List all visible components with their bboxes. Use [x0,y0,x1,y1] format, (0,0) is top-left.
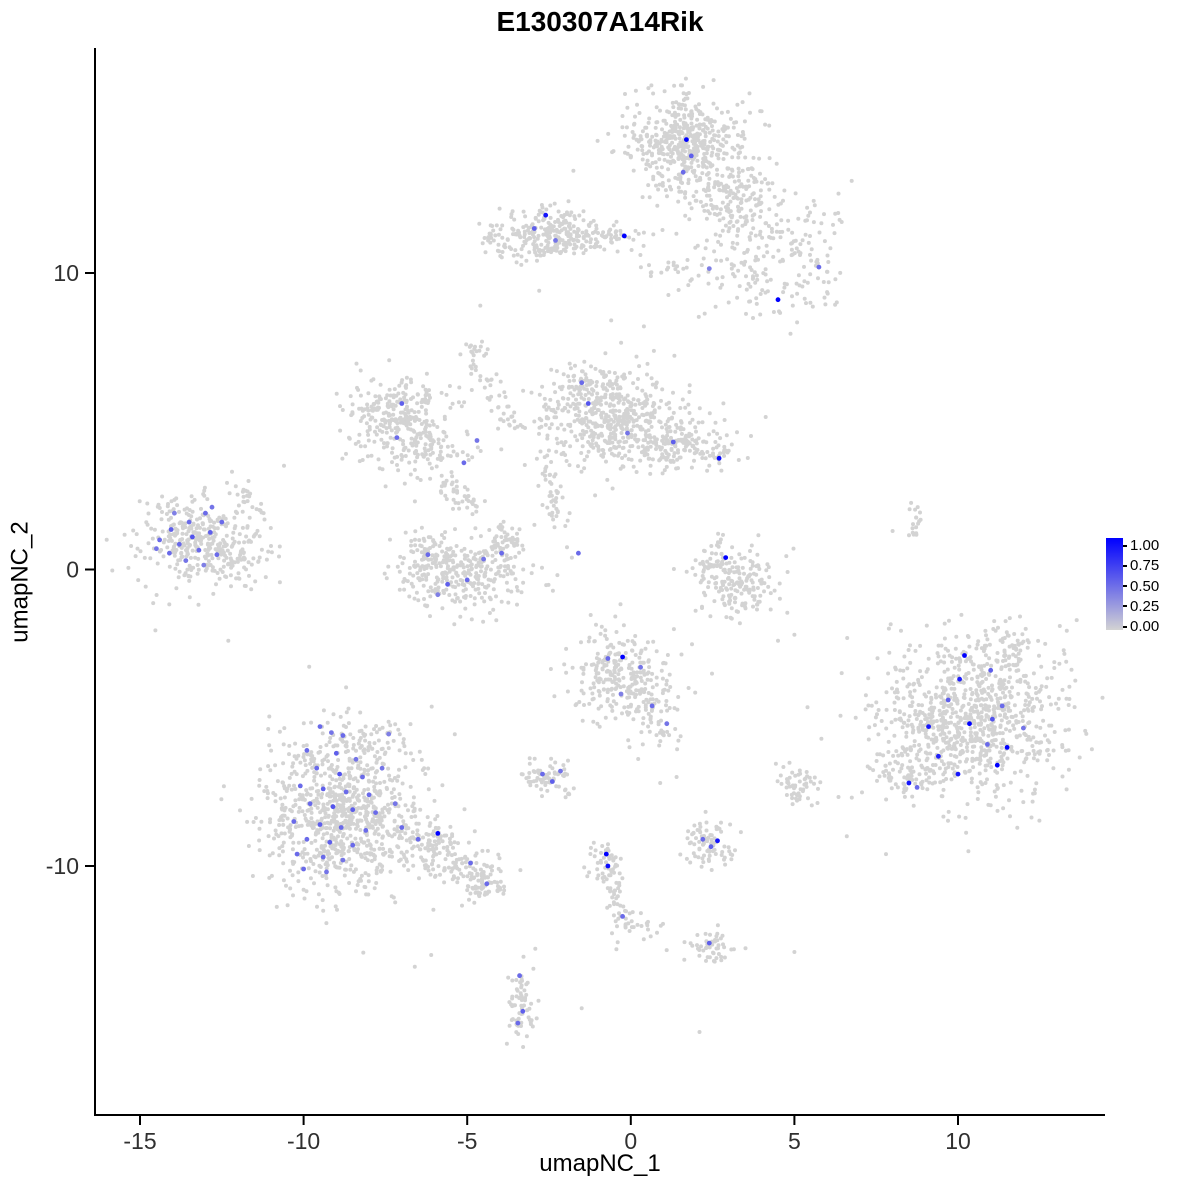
legend-label-text: 0.75 [1130,557,1160,575]
legend-label-text: 0.00 [1130,618,1160,635]
legend-label-text: 0.25 [1130,597,1160,615]
legend-label: 1.00 [1123,538,1159,553]
legend-tick-mark [1123,625,1127,628]
x-axis-label: umapNC_1 [539,1150,661,1177]
color-legend: 1.00 0.75 0.50 0.25 0.00 [1106,538,1159,634]
legend-tick-mark [1123,605,1127,608]
background-points-layer [104,76,1105,1049]
legend-tick-mark [1123,585,1127,587]
y-axis-label-wrap: umapNC_2 [4,48,38,1115]
y-axis-label: umapNC_2 [7,520,34,643]
legend-tick-mark [1123,544,1127,547]
legend-labels: 1.00 0.75 0.50 0.25 0.00 [1123,538,1159,634]
legend-label: 0.00 [1123,619,1159,634]
expressing-points-layer [154,137,1026,1026]
legend-label-text: 1.00 [1130,537,1160,554]
legend-tick-mark [1123,564,1127,567]
legend-colorbar [1106,538,1123,630]
legend-label: 0.75 [1123,558,1159,573]
legend-label: 0.50 [1123,579,1159,594]
legend-label-text: 0.50 [1130,577,1160,595]
plot-title: E130307A14Rik [496,6,704,37]
legend-label: 0.25 [1123,599,1159,614]
